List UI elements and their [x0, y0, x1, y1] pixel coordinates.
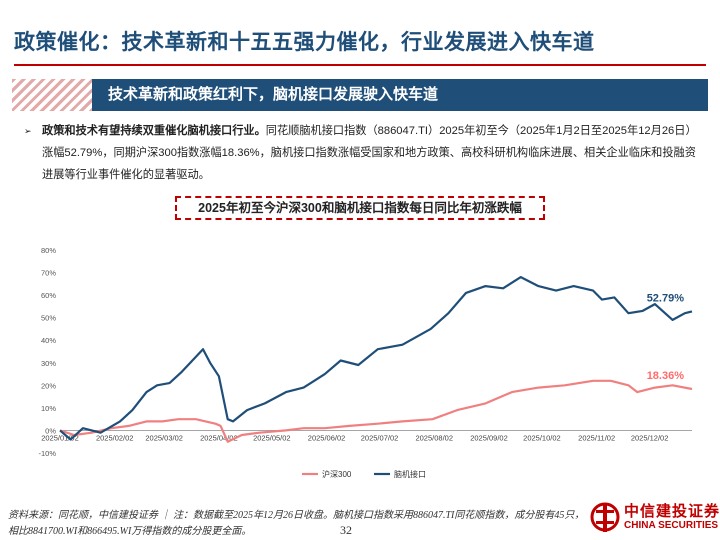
end-value-label: 18.36% — [647, 370, 685, 382]
bullet-paragraph: ➢ 政策和技术有望持续双重催化脑机接口行业。同花顺脑机接口指数（886047.T… — [24, 120, 700, 186]
title-divider — [14, 64, 706, 66]
x-tick-label: 2025/12/02 — [631, 433, 669, 442]
x-tick-label: 2025/08/02 — [415, 433, 453, 442]
legend-label: 脑机接口 — [394, 469, 426, 479]
series-line-bci — [59, 275, 693, 441]
y-tick-label: 60% — [41, 291, 56, 300]
y-tick-label: 20% — [41, 381, 56, 390]
end-value-label: 52.79% — [647, 292, 685, 304]
bullet-bold-text: 政策和技术有望持续双重催化脑机接口行业。 — [42, 125, 266, 137]
y-tick-label: 0% — [45, 426, 56, 435]
x-tick-label: 2025/04/02 — [200, 433, 238, 442]
x-tick-label: 2025/07/02 — [361, 433, 399, 442]
logo-english-text: CHINA SECURITIES — [624, 520, 719, 531]
y-tick-label: 50% — [41, 314, 56, 323]
company-logo: 中信建投证券 CHINA SECURITIES — [590, 498, 719, 538]
y-tick-label: 10% — [41, 404, 56, 413]
bullet-arrow-icon: ➢ — [24, 126, 32, 136]
logo-emblem-icon — [590, 502, 620, 532]
y-tick-label: 30% — [41, 359, 56, 368]
y-tick-label: 70% — [41, 269, 56, 278]
x-tick-label: 2025/03/02 — [145, 433, 183, 442]
x-tick-label: 2025/02/02 — [96, 433, 134, 442]
logo-chinese-text: 中信建投证券 — [624, 503, 720, 520]
line-chart: -10% 0% 10% 20% 30% 40% 50% 60% 70% 80% 2025/01/02… — [38, 246, 693, 479]
x-tick-label: 2025/11/02 — [578, 433, 615, 442]
series-line-hs300 — [59, 379, 693, 443]
section-banner — [92, 79, 708, 111]
x-tick-label: 2025/01/02 — [41, 433, 79, 442]
legend-label: 沪深300 — [322, 469, 352, 479]
bullet-text: 政策和技术有望持续双重催化脑机接口行业。同花顺脑机接口指数（886047.TI）… — [24, 120, 700, 186]
page-title: 政策催化：技术革新和十五五强力催化，行业发展进入快车道 — [14, 31, 595, 54]
x-tick-label: 2025/05/02 — [253, 433, 291, 442]
chart-title: 2025年初至今沪深300和脑机接口指数每日同比年初涨跌幅 — [198, 201, 522, 215]
banner-stripes — [12, 79, 92, 111]
y-tick-label: 80% — [41, 246, 56, 255]
y-tick-label: -10% — [38, 449, 56, 458]
y-tick-label: 40% — [41, 336, 56, 345]
page-number: 32 — [340, 523, 352, 537]
x-tick-label: 2025/10/02 — [523, 433, 561, 442]
source-note: 资料来源：同花顺，中信建投证券 ｜ 注：数据截至2025年12月26日收盘。脑机… — [8, 510, 585, 537]
bullet-body-text: 同花顺脑机接口指数（886047.TI）2025年初至今（2025年1月2日至2… — [42, 125, 697, 181]
x-tick-label: 2025/06/02 — [308, 433, 346, 442]
x-tick-label: 2025/09/02 — [470, 433, 508, 442]
section-banner-text: 技术革新和政策红利下，脑机接口发展驶入快车道 — [108, 86, 439, 103]
chart-title-box: 2025年初至今沪深300和脑机接口指数每日同比年初涨跌幅 — [175, 196, 545, 220]
